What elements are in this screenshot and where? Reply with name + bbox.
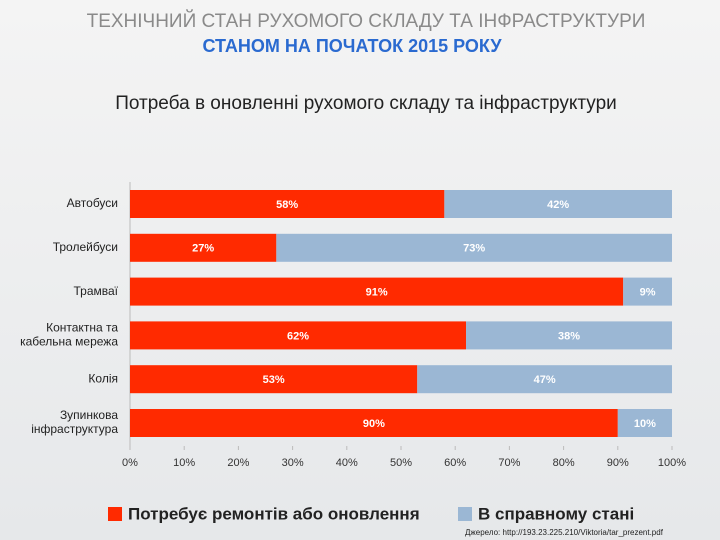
x-tick-label: 20% [227, 457, 249, 469]
x-tick-label: 50% [390, 457, 412, 469]
category-label: Автобуси [67, 196, 118, 210]
data-label: 73% [463, 243, 485, 255]
data-label: 47% [534, 374, 556, 386]
data-label: 58% [276, 199, 298, 211]
data-label: 10% [634, 418, 656, 430]
legend-swatch [108, 507, 122, 521]
chart-title: Потреба в оновленні рухомого складу та і… [115, 93, 617, 114]
legend-label: Потребує ремонтів або оновлення [128, 504, 420, 523]
bar-segment [130, 190, 445, 218]
data-label: 90% [363, 418, 385, 430]
x-tick-label: 0% [122, 457, 138, 469]
x-tick-label: 10% [173, 457, 195, 469]
bar-segment [466, 321, 672, 350]
category-label: Трамваї [73, 284, 118, 298]
data-label: 91% [366, 287, 388, 299]
data-label: 9% [640, 287, 656, 299]
data-label: 42% [547, 199, 569, 211]
category-label: Колія [88, 371, 118, 385]
category-label: Тролейбуси [53, 240, 118, 254]
source: Джерело: http://193.23.225.210/Viktoria/… [465, 528, 664, 537]
bar-segment [130, 233, 277, 262]
data-label: 53% [263, 374, 285, 386]
x-tick-label: 30% [282, 457, 304, 469]
x-tick-label: 100% [658, 457, 686, 469]
bar-segment [444, 190, 672, 218]
legend-swatch [458, 507, 472, 521]
bar-segment [130, 277, 624, 306]
bar-segment [623, 277, 672, 306]
x-tick-label: 70% [498, 457, 520, 469]
bar-segment [130, 321, 467, 350]
legend-label: В справному стані [478, 504, 634, 523]
slide-subtitle: СТАНОМ НА ПОЧАТОК 2015 РОКУ [202, 36, 502, 56]
x-tick-label: 80% [553, 457, 575, 469]
x-tick-label: 90% [607, 457, 629, 469]
bar-segment [130, 409, 618, 437]
category-label: Контактна та кабельна мережа [20, 321, 118, 349]
bar-segment [417, 365, 672, 394]
category-label: Зупинкова інфраструктура [31, 408, 118, 436]
data-label: 27% [192, 243, 214, 255]
x-tick-label: 60% [444, 457, 466, 469]
bar-segment [617, 409, 672, 437]
data-label: 38% [558, 330, 580, 342]
x-tick-label: 40% [336, 457, 358, 469]
bar-segment [130, 365, 418, 394]
slide-title: ТЕХНІЧНИЙ СТАН РУХОМОГО СКЛАДУ ТА ІНФРАС… [87, 10, 646, 32]
data-label: 62% [287, 330, 309, 342]
bar-segment [276, 233, 672, 262]
